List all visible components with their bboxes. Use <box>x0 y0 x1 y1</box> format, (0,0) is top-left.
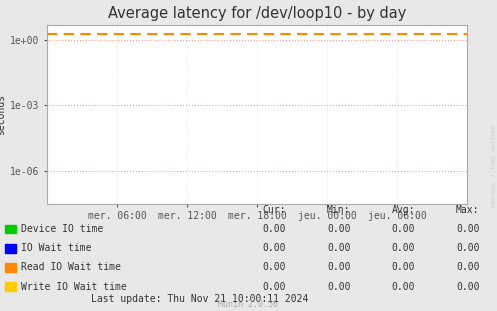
Text: Avg:: Avg: <box>392 205 415 215</box>
Text: 0.00: 0.00 <box>456 262 480 272</box>
Text: Last update: Thu Nov 21 10:00:11 2024: Last update: Thu Nov 21 10:00:11 2024 <box>91 294 308 304</box>
Text: 0.00: 0.00 <box>392 224 415 234</box>
Y-axis label: seconds: seconds <box>0 94 6 135</box>
Text: 0.00: 0.00 <box>262 224 286 234</box>
Text: Write IO Wait time: Write IO Wait time <box>21 282 127 292</box>
Text: Read IO Wait time: Read IO Wait time <box>21 262 121 272</box>
Text: 0.00: 0.00 <box>262 262 286 272</box>
Text: 0.00: 0.00 <box>327 262 350 272</box>
Text: 0.00: 0.00 <box>392 243 415 253</box>
Text: 0.00: 0.00 <box>456 282 480 292</box>
Text: Max:: Max: <box>456 205 480 215</box>
Text: 0.00: 0.00 <box>262 282 286 292</box>
Text: 0.00: 0.00 <box>392 282 415 292</box>
Text: Device IO time: Device IO time <box>21 224 103 234</box>
Text: Cur:: Cur: <box>262 205 286 215</box>
Text: 0.00: 0.00 <box>456 243 480 253</box>
Text: 0.00: 0.00 <box>327 282 350 292</box>
Text: Min:: Min: <box>327 205 350 215</box>
Text: RRDTOOL / TOBI OETIKER: RRDTOOL / TOBI OETIKER <box>491 124 496 207</box>
Text: 0.00: 0.00 <box>456 224 480 234</box>
Text: 0.00: 0.00 <box>327 243 350 253</box>
Text: 0.00: 0.00 <box>327 224 350 234</box>
Text: IO Wait time: IO Wait time <box>21 243 91 253</box>
Title: Average latency for /dev/loop10 - by day: Average latency for /dev/loop10 - by day <box>108 6 407 21</box>
Text: 0.00: 0.00 <box>262 243 286 253</box>
Text: 0.00: 0.00 <box>392 262 415 272</box>
Text: Munin 2.0.56: Munin 2.0.56 <box>219 300 278 309</box>
